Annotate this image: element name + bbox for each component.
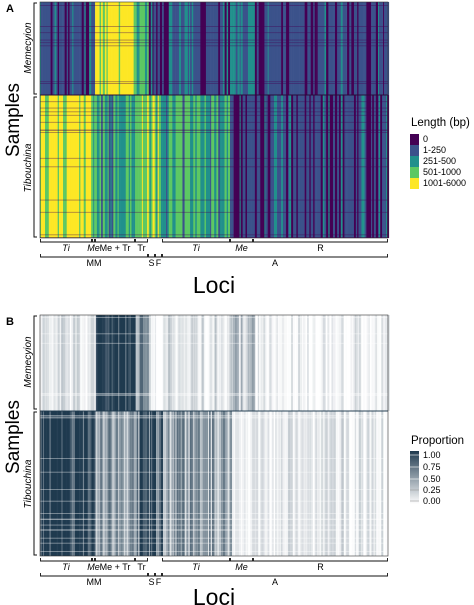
column-group-label: Ti xyxy=(62,243,70,253)
column-group-label: Me xyxy=(87,243,100,253)
panel-b-row-bracket-tibouchina xyxy=(33,411,37,556)
panel-a-frame xyxy=(39,1,389,239)
column-group-label: Me xyxy=(87,562,100,572)
legend-swatch-2 xyxy=(410,156,419,167)
legend-label-3: 501-1000 xyxy=(423,167,461,177)
column-group-label: Me + Tr xyxy=(100,243,131,253)
panel-a-letter: A xyxy=(6,3,14,15)
panel-b-column-brackets: Ti Me Me + Tr Tr Ti Me RMM S F A xyxy=(40,558,388,587)
panel-b-frame xyxy=(39,314,389,557)
panel-b-letter: B xyxy=(6,316,14,328)
panel-b-row-label-memecyion: Memecyion xyxy=(23,336,34,388)
panel-b-heatmap xyxy=(40,315,390,556)
column-group-label: Me xyxy=(235,562,248,572)
column-group-label: Tr xyxy=(137,562,145,572)
column-group-label: Me xyxy=(235,243,248,253)
legend-label-1: 1-250 xyxy=(423,145,446,155)
panel-b-legend-title: Proportion xyxy=(411,435,464,447)
column-group-label: Ti xyxy=(192,562,200,572)
column-group-label: Ti xyxy=(62,562,70,572)
column-supergroup-label: F xyxy=(156,258,162,268)
legend-swatch-0 xyxy=(410,134,419,145)
legend-tick-0-75: 0.75 xyxy=(423,462,441,472)
legend-label-2: 251-500 xyxy=(423,156,456,166)
column-supergroup-label: A xyxy=(272,258,278,268)
legend-tick-0-00: 0.00 xyxy=(423,496,441,506)
legend-tick-0-50: 0.50 xyxy=(423,474,441,484)
column-group-label: Ti xyxy=(192,243,200,253)
panel-a-column-brackets: Ti Me Me + Tr Tr Ti Me RMM S F A xyxy=(40,239,388,268)
column-group-label: Tr xyxy=(137,243,145,253)
column-supergroup-label: S xyxy=(148,258,154,268)
panel-b-row-label-tibouchina: Tibouchina xyxy=(23,459,34,508)
panel-a-ylabel: Samples xyxy=(3,83,24,157)
column-supergroup-label: S xyxy=(148,577,154,587)
column-supergroup-label: MM xyxy=(87,577,102,587)
column-group-label: R xyxy=(317,243,324,253)
panel-a-row-label-memecyion: Memecyion xyxy=(23,22,34,74)
panel-a-heatmap xyxy=(40,2,390,238)
legend-swatch-3 xyxy=(410,167,419,178)
panel-a-row-label-tibouchina: Tibouchina xyxy=(23,143,34,192)
panel-a-xlabel: Loci xyxy=(193,272,235,298)
legend-swatch-1 xyxy=(410,145,419,156)
panel-a-legend-title: Length (bp) xyxy=(411,117,470,129)
column-group-label: R xyxy=(317,562,324,572)
column-supergroup-label: A xyxy=(272,577,278,587)
panel-b-legend: 1.00 0.75 0.50 0.25 0.00 xyxy=(410,450,441,506)
panel-b-xlabel: Loci xyxy=(193,584,235,605)
legend-label-4: 1001-6000 xyxy=(423,178,466,188)
legend-tick-0-25: 0.25 xyxy=(423,485,441,495)
panel-a-row-bracket-tibouchina xyxy=(33,96,37,238)
panel-b-row-bracket-memecyion xyxy=(33,315,37,410)
legend-swatch-4 xyxy=(410,178,419,189)
column-group-label: Me + Tr xyxy=(100,562,131,572)
panel-a-legend: 0 1-250 251-500 501-1000 1001-6000 xyxy=(410,134,466,189)
legend-label-0: 0 xyxy=(423,134,428,144)
panel-b-ylabel: Samples xyxy=(3,400,24,474)
column-supergroup-label: MM xyxy=(87,258,102,268)
legend-colorbar xyxy=(410,451,419,504)
legend-tick-1-00: 1.00 xyxy=(423,450,441,460)
panel-a-row-bracket-memecyion xyxy=(33,2,37,95)
column-supergroup-label: F xyxy=(156,577,162,587)
